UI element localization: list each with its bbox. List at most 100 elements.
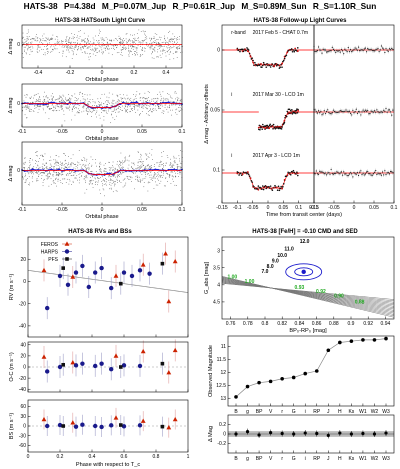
hatsouth-data-point [53,107,55,108]
sed-residual-point [326,433,330,438]
hatsouth-data-point [117,45,118,47]
hatsouth-data-point [37,45,39,47]
followup-data-point [276,189,279,192]
hatsouth-data-point [54,47,56,49]
hatsouth-data-point [43,104,45,106]
hatsouth-data-point [116,163,118,165]
hatsouth-data-point [43,100,45,101]
hatsouth-data-point [157,49,159,50]
hatsouth-data-point [69,171,70,172]
hatsouth-data-point [130,167,132,168]
hatsouth-data-point [62,108,63,109]
followup-residual-point [338,49,340,52]
hatsouth-data-point [87,41,89,43]
hatsouth-data-point [113,39,115,41]
hatsouth-data-point [92,49,94,51]
cmd-age-label: 7.0 [262,269,269,275]
hatsouth-data-point [150,167,152,169]
followup-title: HATS-38 Follow-up Light Curves [254,18,348,24]
hatsouth-data-point [156,44,158,46]
hatsouth-data-point [58,52,60,53]
hatsouth-data-point [31,45,33,47]
hatsouth-data-point [64,160,66,162]
rv-point-harps [121,270,127,275]
hatsouth-data-point [69,180,71,182]
hatsouth-data-point [153,103,155,105]
hatsouth-data-point [176,113,178,115]
hatsouth-data-point [74,100,76,101]
hatsouth-data-point [147,190,149,192]
hatsouth-data-point [98,29,100,31]
hatsouth-data-point [110,187,112,189]
hatsouth-data-point [84,180,86,182]
hatsouth-data-point [71,95,73,97]
followup-x-tick-label: 0 [267,205,270,211]
hatsouth-data-point [92,99,94,100]
hatsouth-data-point [55,159,56,161]
followup-residual-point [331,173,333,175]
hatsouth-data-point [169,52,171,53]
hatsouth-data-point [49,40,50,41]
hatsouth-data-point [66,99,68,101]
hatsouth-data-point [175,47,177,48]
hatsouth-data-point [89,180,91,181]
cmd-mass-label: 0.93 [295,285,305,291]
hatsouth-x-tick-label: 0.4 [163,70,170,76]
hatsouth-data-point [78,112,79,114]
followup-residual-point [369,173,371,175]
hatsouth-data-point [165,99,167,101]
hatsouth-data-point [139,105,141,106]
hatsouth-data-point [158,179,159,181]
hatsouth-data-point [99,163,100,165]
hatsouth-data-point [162,174,164,176]
hatsouth-data-point [68,99,69,100]
hatsouth-data-point [56,185,57,187]
hatsouth-data-point [79,179,80,181]
hatsouth-data-point [87,38,89,39]
hatsouth-data-point [42,35,43,37]
hatsouth-data-point [144,92,146,94]
hatsouth-data-point [32,175,33,177]
hatsouth-data-point [110,122,112,124]
hatsouth-data-point [39,46,41,48]
hatsouth-data-point [68,100,69,101]
hatsouth-data-point [125,110,127,111]
hatsouth-data-point [110,105,112,106]
hatsouth-data-point [123,94,124,96]
followup-residual-point [332,109,335,111]
hatsouth-data-point [51,110,53,111]
followup-residual-point [319,49,321,51]
hatsouth-data-point [109,175,111,176]
hatsouth-data-point [176,41,178,43]
hatsouth-data-point [76,100,77,102]
hatsouth-data-point [128,160,130,162]
hatsouth-data-point [37,100,39,102]
followup-residual-point [341,110,344,113]
hatsouth-data-point [110,178,111,180]
followup-observation-3 [222,167,394,192]
hatsouth-data-point [119,167,121,169]
hatsouth-data-point [42,40,44,41]
hatsouth-data-point [172,101,174,103]
hatsouth-data-point [179,107,181,108]
hatsouth-data-point [90,111,91,113]
rv-legend-label: HARPS [41,249,59,255]
hatsouth-data-point [46,48,48,49]
hatsouth-ylabel: Δ mag [8,166,14,182]
hatsouth-data-point [43,101,45,103]
hatsouth-x-tick-label: -0.4 [34,70,43,76]
hatsouth-data-point [66,37,67,39]
hatsouth-data-point [48,118,50,120]
hatsouth-data-point [64,178,66,180]
hatsouth-data-point [169,174,170,176]
followup-residual-point [340,171,343,173]
hatsouth-data-point [64,164,65,166]
hatsouth-data-point [26,53,27,55]
hatsouth-data-point [113,46,115,48]
followup-data-point [267,125,270,128]
hatsouth-data-point [146,153,148,155]
hatsouth-data-point [167,111,169,113]
hatsouth-data-point [143,186,145,188]
followup-x-tick-label: 0.15 [309,205,319,211]
hatsouth-data-point [112,169,114,171]
